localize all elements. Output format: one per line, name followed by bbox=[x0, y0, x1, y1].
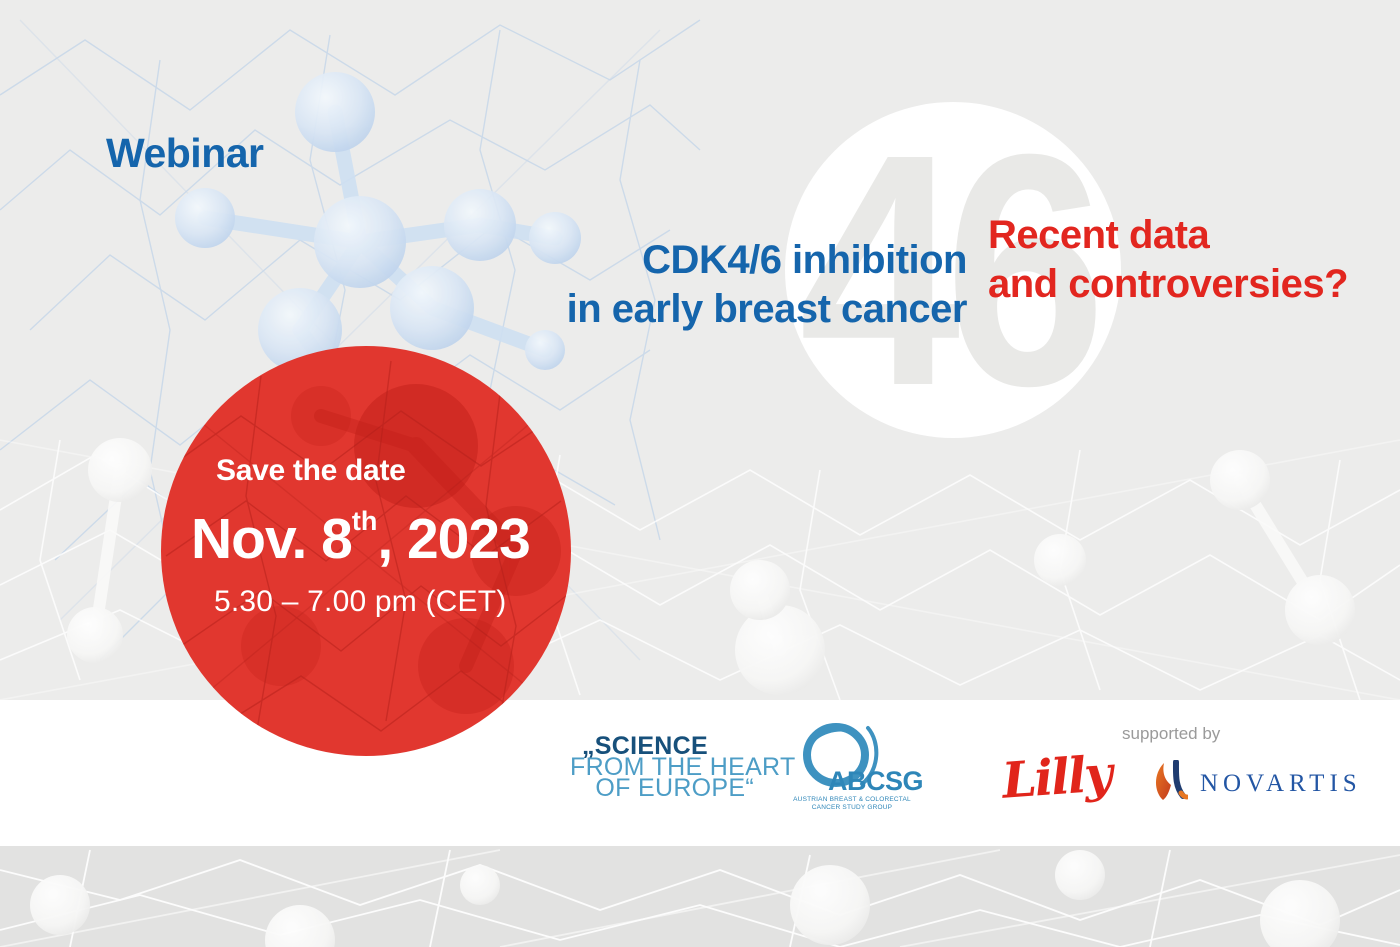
science-logo-line2: FROM THE HEART bbox=[570, 753, 796, 781]
science-from-the-heart-logo: „SCIENCE FROM THE HEART OF EUROPE“ bbox=[570, 732, 796, 802]
abcsg-caption-line1: AUSTRIAN BREAST & COLORECTAL bbox=[793, 796, 911, 803]
abcsg-brush-circle-icon bbox=[803, 723, 879, 787]
event-date-year: , 2023 bbox=[377, 507, 530, 571]
event-subtitle: Recent data and controversies? bbox=[988, 211, 1349, 309]
event-subtitle-line2: and controversies? bbox=[988, 262, 1349, 306]
event-title-line2: in early breast cancer bbox=[566, 287, 968, 331]
footer-logo-band: „SCIENCE FROM THE HEART OF EUROPE“ ABCSG… bbox=[0, 700, 1400, 846]
save-the-date-circle: Save the date Nov. 8th, 2023 5.30 – 7.00… bbox=[161, 346, 571, 756]
novartis-logo: NOVARTIS bbox=[1152, 760, 1362, 802]
novartis-wordmark: NOVARTIS bbox=[1200, 770, 1362, 797]
abcsg-logo: ABCSG AUSTRIAN BREAST & COLORECTAL CANCE… bbox=[793, 722, 924, 817]
event-date-ordinal: th bbox=[351, 506, 378, 536]
science-logo-line1: „SCIENCE bbox=[581, 732, 708, 760]
event-title-line1: CDK4/6 inhibition bbox=[642, 238, 967, 282]
white-molecules bbox=[67, 438, 1355, 716]
lilly-logo: Lilly bbox=[1000, 744, 1113, 810]
episode-circle: 46 bbox=[785, 102, 1121, 438]
event-date-day: Nov. 8 bbox=[191, 507, 353, 571]
webinar-label: Webinar bbox=[106, 130, 264, 176]
bottom-band-mesh bbox=[0, 846, 1400, 947]
event-date: Nov. 8th, 2023 bbox=[191, 506, 531, 572]
save-the-date-label: Save the date bbox=[216, 454, 406, 487]
abcsg-caption: AUSTRIAN BREAST & COLORECTAL CANCER STUD… bbox=[792, 796, 912, 812]
episode-number: 46 bbox=[799, 85, 1106, 454]
blue-molecule bbox=[175, 72, 581, 426]
event-time: 5.30 – 7.00 pm (CET) bbox=[214, 585, 507, 618]
abcsg-caption-line2: CANCER STUDY GROUP bbox=[811, 804, 893, 811]
event-title: CDK4/6 inhibition in early breast cancer bbox=[566, 236, 968, 334]
red-circle-texture bbox=[165, 360, 567, 742]
event-subtitle-line1: Recent data bbox=[988, 213, 1210, 257]
abcsg-name: ABCSG bbox=[828, 766, 924, 796]
science-logo-line3: OF EUROPE“ bbox=[595, 774, 754, 802]
supported-by-label: supported by bbox=[1122, 724, 1221, 743]
novartis-flame-icon bbox=[1156, 760, 1188, 800]
